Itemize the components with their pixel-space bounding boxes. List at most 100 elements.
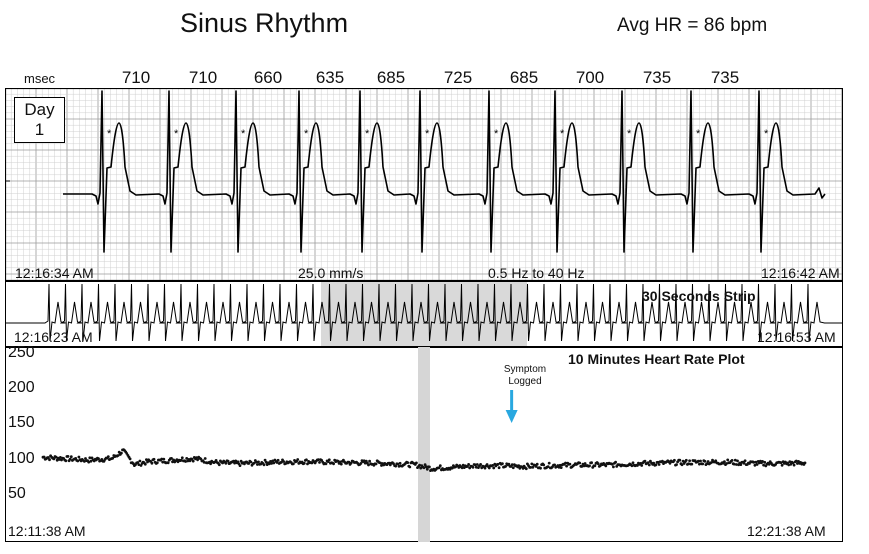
hr-point (564, 461, 567, 465)
hr-point (803, 461, 807, 465)
hr-point (553, 463, 556, 467)
hr-point (137, 463, 141, 466)
hr-point (656, 460, 660, 464)
ecg-strip-chart: * * * * * * * * * * * (4, 87, 844, 282)
hr-point (473, 463, 477, 467)
hr-point (64, 459, 68, 463)
ecg-filter: 0.5 Hz to 40 Hz (488, 265, 585, 281)
hr-end-time: 12:21:38 AM (747, 523, 826, 539)
hr-start-time: 12:11:38 AM (8, 523, 86, 539)
hr-point (349, 461, 353, 465)
strip-selection-highlight (321, 281, 527, 347)
hr-point (580, 465, 584, 468)
hr-point (696, 459, 700, 463)
hr-point (678, 458, 682, 462)
hr-point (593, 464, 597, 468)
hr-point (42, 455, 46, 459)
hr-point (521, 467, 525, 470)
hr-point (460, 466, 464, 470)
rr-unit-label: msec (24, 71, 56, 86)
hr-point (170, 457, 173, 460)
hr-highlight-band (418, 347, 430, 542)
hr-point (179, 458, 183, 462)
hr-point (282, 460, 285, 463)
hr-point (501, 462, 504, 465)
hr-point (675, 463, 678, 466)
heart-rate-plot-panel: 50 100 150 200 250 10 Minutes Heart Rate Plo… (5, 344, 843, 542)
hr-point (723, 460, 726, 464)
ecg-strip-panel: * * * * * * * * * * * Day 1 12:16:34 AM 25.0 mm/s … (4, 87, 844, 282)
hr-point (310, 461, 314, 465)
hr-point (578, 461, 582, 465)
hr-point (531, 465, 535, 469)
beat-marker-0: * (107, 128, 112, 140)
day-number: 1 (34, 120, 45, 139)
hr-point (196, 458, 200, 462)
hr-point (762, 463, 765, 467)
hr-point (262, 463, 266, 467)
hr-point (705, 462, 709, 465)
hr-point (172, 458, 176, 462)
hr-point (483, 466, 487, 470)
hr-point (789, 462, 793, 466)
hr-point (209, 462, 213, 466)
hr-point (739, 463, 743, 466)
hr-point (66, 455, 70, 458)
ecg-start-time: 12:16:34 AM (15, 265, 94, 281)
hr-point (249, 460, 253, 464)
strip-waveform (5, 283, 843, 342)
day-label: Day (24, 100, 55, 119)
hr-point (143, 462, 147, 466)
hr-point (296, 458, 300, 461)
hr-point (742, 461, 746, 465)
hr-point (530, 462, 534, 466)
hr-point (406, 461, 410, 464)
hr-point (612, 465, 615, 469)
hr-point (362, 459, 366, 463)
hr-point (510, 463, 514, 466)
hr-point (57, 458, 61, 461)
hr-point (247, 462, 251, 465)
hr-point (614, 460, 617, 464)
hr-point (233, 461, 237, 465)
hr-point (534, 465, 538, 468)
rr-interval-1: 710 (188, 68, 218, 87)
hr-point (588, 464, 591, 468)
hr-point (146, 460, 149, 464)
hr-point (106, 455, 110, 458)
hr-point (398, 461, 402, 465)
hr-point (271, 459, 275, 463)
beat-marker-9: * (696, 128, 701, 140)
hr-point (673, 458, 676, 462)
hr-point (636, 464, 639, 467)
hr-point (150, 461, 154, 465)
hr-point (583, 462, 587, 465)
hr-scatter-points (41, 448, 807, 472)
ecg-end-time: 12:16:42 AM (761, 265, 840, 281)
hr-point (794, 459, 798, 463)
hr-point (339, 462, 343, 466)
hr-point (438, 464, 442, 468)
rr-interval-6: 685 (509, 68, 539, 87)
hr-point (497, 466, 501, 470)
hr-point (517, 464, 521, 467)
hr-point (48, 458, 51, 462)
hr-point (428, 465, 431, 469)
hr-point (654, 463, 658, 467)
hr-point (475, 463, 479, 466)
hr-point (257, 460, 260, 464)
page-title: Sinus Rhythm (180, 8, 349, 38)
overview-end-time: 12:16:53 AM (757, 329, 836, 345)
hr-point (69, 455, 73, 459)
hr-point (791, 461, 795, 465)
hr-y-tick-100: 100 (8, 449, 35, 467)
rr-interval-2: 660 (253, 68, 283, 87)
hr-point (668, 461, 672, 465)
hr-point (226, 459, 230, 463)
symptom-logged-label: Symptom Logged (495, 364, 555, 388)
hr-point (302, 461, 306, 465)
strip-border (5, 281, 843, 347)
hr-point (496, 462, 500, 466)
hr-point (256, 463, 259, 466)
hr-point (547, 461, 551, 465)
